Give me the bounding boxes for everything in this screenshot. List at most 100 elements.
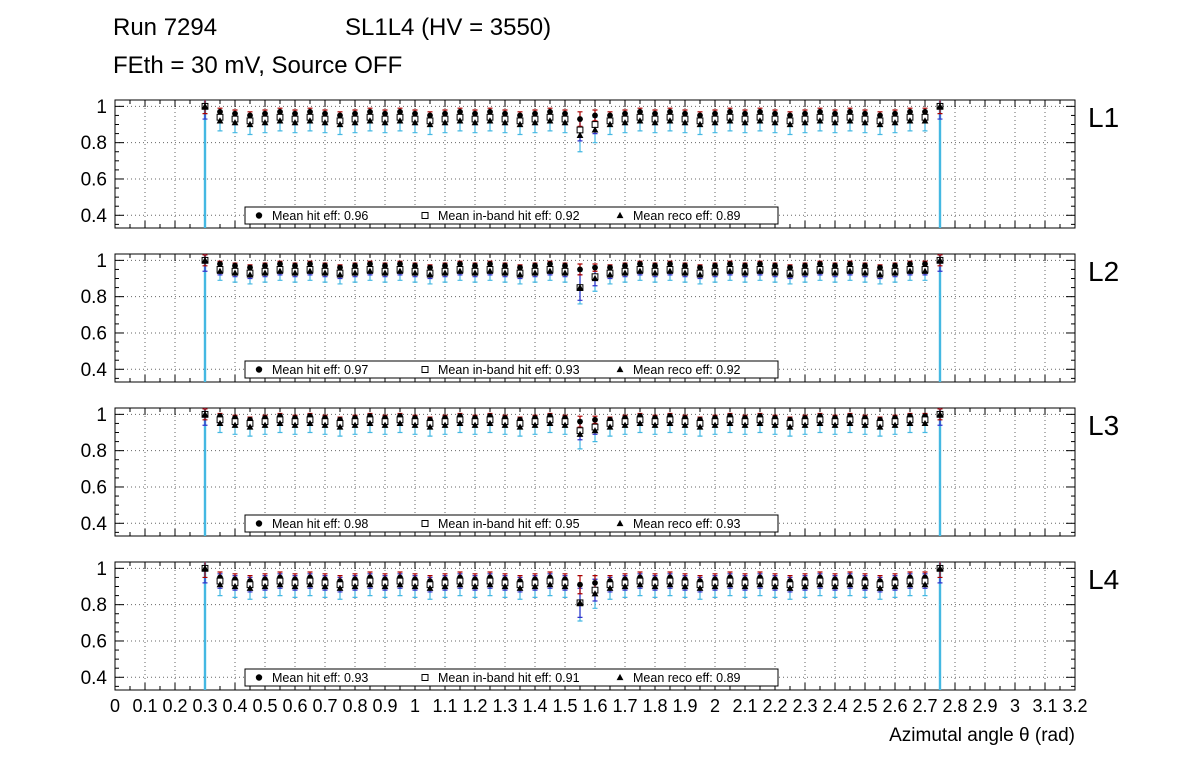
x-tick-label: 2.8 (942, 696, 967, 716)
series-data (201, 254, 944, 382)
legend-filled-circle-icon (255, 520, 263, 527)
x-tick-label: 0.2 (162, 696, 187, 716)
inband-error-bars (202, 100, 943, 142)
legend-filled-triangle-icon (616, 365, 624, 373)
x-tick-label: 0.8 (342, 696, 367, 716)
x-tick-label: 1.7 (612, 696, 637, 716)
panel-label-l2: L2 (1088, 256, 1119, 287)
x-tick-label: 1.5 (552, 696, 577, 716)
legend-label: Mean in-band hit eff: 0.92 (438, 209, 580, 223)
legend-open-square-icon (421, 212, 429, 219)
panel-l4: 1 0.8 0.6 0.4 Mean hit eff: 0.93 Mean in-band… (81, 559, 1119, 691)
x-tick-label: 3 (1010, 696, 1020, 716)
inband-markers (201, 102, 944, 134)
legend-label: Mean hit eff: 0.93 (272, 671, 368, 685)
hit-error-bars (202, 254, 943, 276)
legend-label: Mean reco eff: 0.89 (633, 671, 741, 685)
legend-label: Mean in-band hit eff: 0.91 (438, 671, 580, 685)
series-data (201, 562, 944, 690)
y-tick-label: 0.8 (81, 133, 107, 154)
y-tick-label: 0.4 (81, 206, 108, 227)
x-tick-label: 1.6 (582, 696, 607, 716)
legend-box (244, 668, 779, 687)
legend-filled-triangle-icon (616, 211, 624, 219)
x-tick-label: 2.3 (792, 696, 817, 716)
x-tick-label: 3.2 (1062, 696, 1087, 716)
x-tick-label: 2.5 (852, 696, 877, 716)
y-tick-label: 0.4 (81, 360, 108, 381)
legend-label: Mean reco eff: 0.93 (633, 517, 741, 531)
legend-open-square-icon (421, 366, 429, 373)
legend-filled-circle-icon (255, 674, 263, 681)
x-tick-label: 1.8 (642, 696, 667, 716)
x-tick-label: 0 (110, 696, 120, 716)
panel-label-l1: L1 (1088, 102, 1119, 133)
x-tick-label: 1.2 (462, 696, 487, 716)
panel-label-l4: L4 (1088, 564, 1119, 595)
y-tick-label: 0.6 (81, 631, 107, 652)
reco-markers (201, 102, 944, 139)
inband-error-bars (202, 254, 943, 301)
x-tick-label: 2 (710, 696, 720, 716)
legend-filled-circle-icon (255, 366, 263, 373)
x-tick-label: 1.4 (522, 696, 547, 716)
reco-edge-error-bars (203, 100, 942, 228)
x-tick-label: 0.3 (192, 696, 217, 716)
x-tick-label: 1.1 (432, 696, 457, 716)
legend-label: Mean hit eff: 0.98 (272, 517, 368, 531)
y-tick-label: 0.8 (81, 287, 107, 308)
inband-markers (201, 256, 944, 291)
panel-l2: 1 0.8 0.6 0.4 Mean hit eff: 0.97 Mean in-band… (81, 251, 1119, 383)
panel-label-l3: L3 (1088, 410, 1119, 441)
y-tick-label: 1 (96, 405, 107, 426)
x-tick-label: 0.1 (132, 696, 157, 716)
x-tick-label: 2.4 (822, 696, 847, 716)
hit-markers (202, 103, 943, 122)
reco-markers (201, 256, 944, 291)
x-tick-label: 3.1 (1032, 696, 1057, 716)
y-tick-label: 0.6 (81, 477, 107, 498)
y-tick-label: 0.8 (81, 595, 107, 616)
x-tick-label: 0.6 (282, 696, 307, 716)
panel-l3: 1 0.8 0.6 0.4 Mean hit eff: 0.98 Mean in-band… (81, 405, 1119, 537)
reco-markers (201, 564, 944, 606)
title-config: SL1L4 (HV = 3550) (345, 14, 552, 41)
y-tick-label: 1 (96, 251, 107, 272)
x-tick-label: 0.4 (222, 696, 247, 716)
legend-label: Mean in-band hit eff: 0.93 (438, 363, 580, 377)
legend-open-square-icon (421, 520, 429, 527)
grid-lines (115, 254, 1075, 382)
legend-filled-triangle-icon (616, 519, 624, 527)
inband-error-bars (202, 562, 943, 618)
x-tick-label: 2.2 (762, 696, 787, 716)
hit-error-bars (202, 562, 943, 595)
x-tick-label: 2.6 (882, 696, 907, 716)
legend-label: Mean in-band hit eff: 0.95 (438, 517, 580, 531)
x-tick-label: 2.9 (972, 696, 997, 716)
reco-markers (201, 410, 944, 437)
x-tick-label: 1.9 (672, 696, 697, 716)
legend-filled-triangle-icon (616, 673, 624, 681)
x-tick-label: 0.9 (372, 696, 397, 716)
x-tick-label: 1.3 (492, 696, 517, 716)
x-tick-label: 2.7 (912, 696, 937, 716)
legend-filled-circle-icon (255, 212, 263, 219)
series-data (201, 408, 944, 536)
x-tick-label: 2.1 (732, 696, 757, 716)
legend: Mean hit eff: 0.96 Mean in-band hit eff: … (244, 206, 779, 225)
legend-open-square-icon (421, 674, 429, 681)
legend: Mean hit eff: 0.93 Mean in-band hit eff: … (244, 668, 779, 687)
hit-error-bars (202, 408, 943, 428)
inband-markers (201, 564, 944, 607)
x-tick-label: 0.7 (312, 696, 337, 716)
legend-label: Mean reco eff: 0.92 (633, 363, 741, 377)
legend-label: Mean reco eff: 0.89 (633, 209, 741, 223)
hit-error-bars (202, 100, 943, 127)
legend-box (244, 360, 779, 379)
x-tick-label: 0.5 (252, 696, 277, 716)
y-tick-label: 0.6 (81, 323, 107, 344)
y-tick-label: 1 (96, 97, 107, 118)
y-tick-label: 0.4 (81, 514, 108, 535)
